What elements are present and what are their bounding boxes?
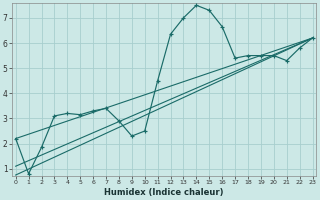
- X-axis label: Humidex (Indice chaleur): Humidex (Indice chaleur): [104, 188, 224, 197]
